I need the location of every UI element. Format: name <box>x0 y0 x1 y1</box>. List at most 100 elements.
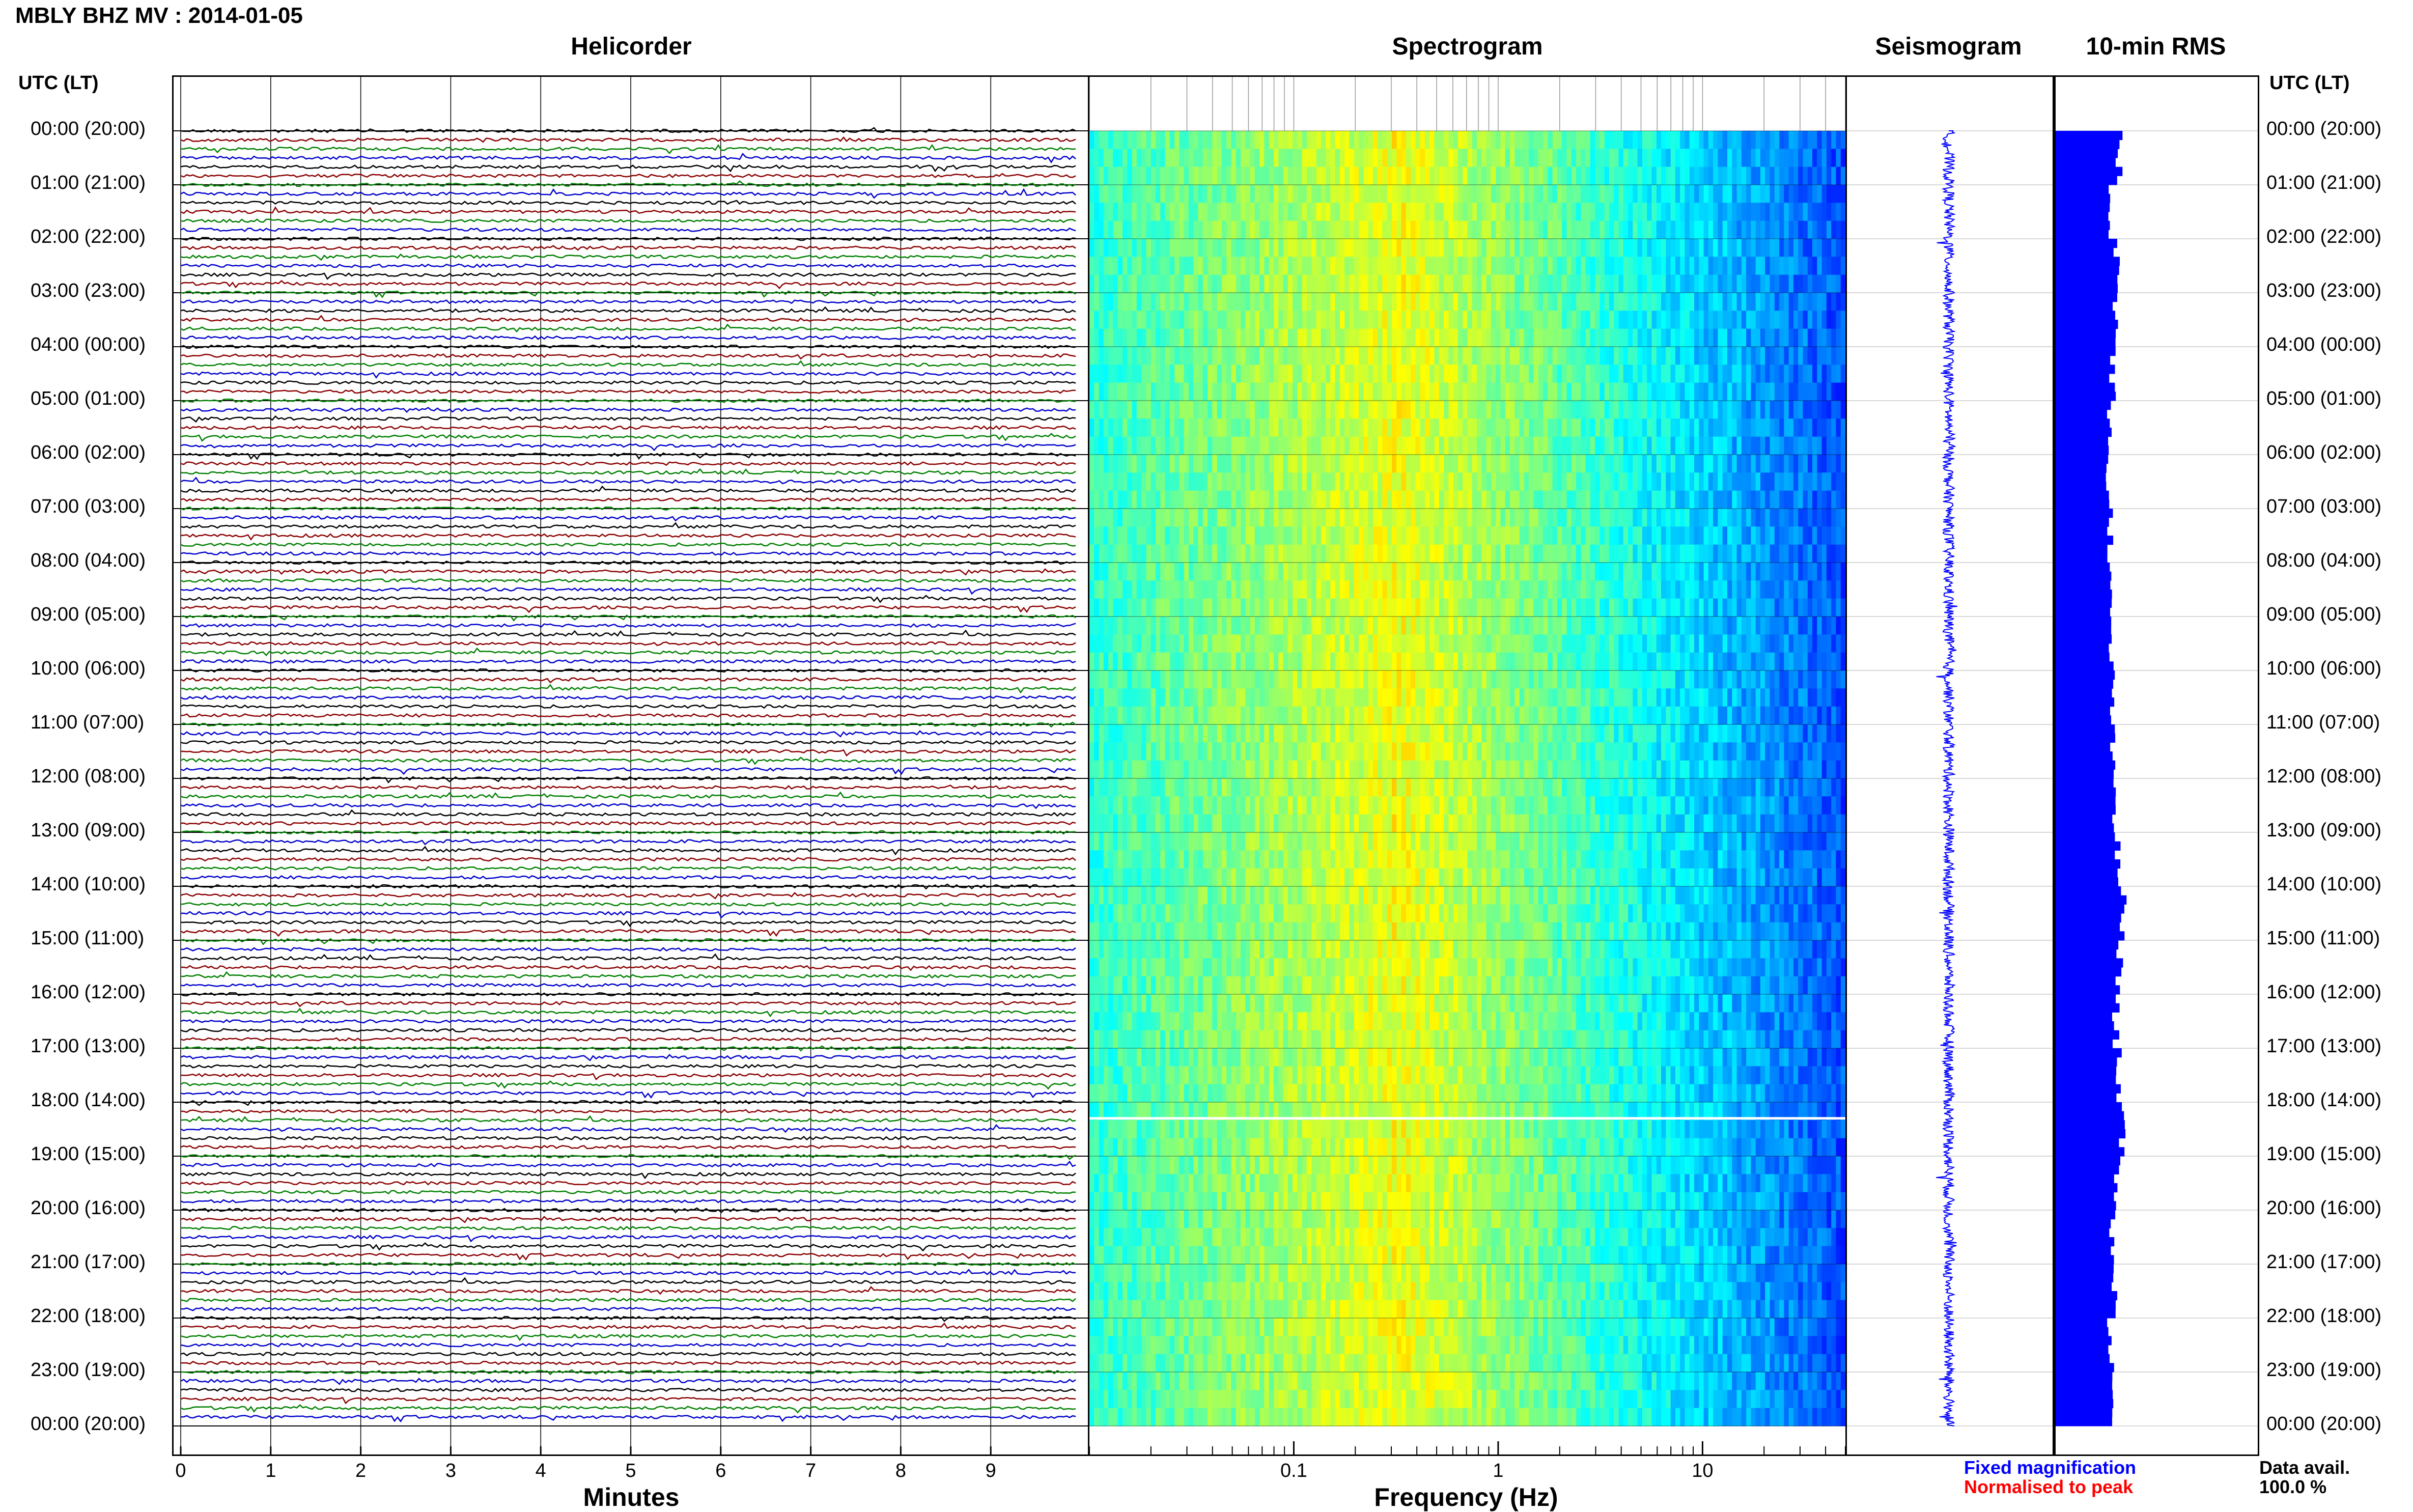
spectrogram-cell <box>1401 707 1407 725</box>
spectrogram-cell <box>1288 455 1293 473</box>
spectrogram-cell <box>1151 904 1156 922</box>
spectrogram-cell <box>1278 545 1283 563</box>
spectrogram-cell <box>1104 1246 1109 1265</box>
spectrogram-cell <box>1089 653 1095 671</box>
spectrogram-cell <box>1132 599 1137 617</box>
spectrogram-cell <box>1274 1030 1279 1049</box>
spectrogram-cell <box>1174 869 1180 887</box>
spectrogram-cell <box>1217 1120 1222 1138</box>
spectrogram-cell <box>1193 293 1198 311</box>
spectrogram-cell <box>1344 796 1350 815</box>
spectrogram-cell <box>1278 796 1283 815</box>
spectrogram-cell <box>1179 1228 1184 1246</box>
spectrogram-cell <box>1241 778 1246 797</box>
spectrogram-cell <box>1165 491 1170 509</box>
spectrogram-cell <box>1350 185 1355 203</box>
spectrogram-cell <box>1127 1012 1132 1030</box>
spectrogram-cell <box>1089 311 1095 329</box>
spectrogram-cell <box>1387 563 1392 581</box>
spectrogram-cell <box>1170 383 1175 401</box>
spectrogram-cell <box>1373 418 1378 437</box>
spectrogram-cell <box>1278 491 1283 509</box>
spectrogram-cell <box>1189 1372 1194 1390</box>
spectrogram-cell <box>1174 472 1180 491</box>
spectrogram-cell <box>1326 1372 1331 1390</box>
spectrogram-cell <box>1259 491 1265 509</box>
spectrogram-cell <box>1222 1012 1227 1030</box>
spectrogram-cell <box>1184 1372 1189 1390</box>
spectrogram-cell <box>1104 401 1109 419</box>
spectrogram-cell <box>1321 472 1326 491</box>
spectrogram-cell <box>1174 509 1180 527</box>
spectrogram-cell <box>1269 815 1274 833</box>
spectrogram-cell <box>1382 670 1387 689</box>
spectrogram-cell <box>1113 1354 1118 1373</box>
spectrogram-cell <box>1203 563 1208 581</box>
spectrogram-cell <box>1373 491 1378 509</box>
spectrogram-cell <box>1387 491 1392 509</box>
spectrogram-cell <box>1378 1138 1383 1157</box>
spectrogram-cell <box>1382 815 1387 833</box>
spectrogram-cell <box>1226 1120 1231 1138</box>
spectrogram-cell <box>1156 1048 1161 1067</box>
spectrogram-cell <box>1217 940 1222 959</box>
spectrogram-cell <box>1321 815 1326 833</box>
spectrogram-cell <box>1094 365 1099 383</box>
spectrogram-cell <box>1174 1210 1180 1228</box>
spectrogram-cell <box>1283 455 1288 473</box>
spectrogram-cell <box>1104 796 1109 815</box>
spectrogram-cell <box>1350 1030 1355 1049</box>
spectrogram-cell <box>1392 563 1397 581</box>
spectrogram-cell <box>1264 131 1269 149</box>
spectrogram-cell <box>1198 401 1203 419</box>
spectrogram-cell <box>1203 634 1208 653</box>
spectrogram-cell <box>1354 850 1359 869</box>
spectrogram-cell <box>1307 1012 1312 1030</box>
spectrogram-cell <box>1378 832 1383 851</box>
spectrogram-cell <box>1278 455 1283 473</box>
spectrogram-cell <box>1269 1336 1274 1354</box>
spectrogram-cell <box>1350 778 1355 797</box>
spectrogram-cell <box>1118 1192 1123 1211</box>
spectrogram-cell <box>1387 472 1392 491</box>
spectrogram-cell <box>1165 1354 1170 1373</box>
spectrogram-cell <box>1321 1012 1326 1030</box>
spectrogram-cell <box>1250 383 1255 401</box>
spectrogram-cell <box>1099 526 1104 545</box>
spectrogram-cell <box>1189 976 1194 995</box>
spectrogram-cell <box>1259 940 1265 959</box>
spectrogram-cell <box>1316 778 1322 797</box>
spectrogram-cell <box>1226 491 1231 509</box>
spectrogram-cell <box>1401 257 1407 275</box>
spectrogram-cell <box>1222 940 1227 959</box>
spectrogram-cell <box>1212 1066 1217 1084</box>
spectrogram-cell <box>1089 724 1095 743</box>
spectrogram-cell <box>1359 257 1364 275</box>
spectrogram-cell <box>1359 761 1364 779</box>
spectrogram-cell <box>1387 1210 1392 1228</box>
spectrogram-cell <box>1137 850 1142 869</box>
spectrogram-cell <box>1132 869 1137 887</box>
spectrogram-cell <box>1245 455 1250 473</box>
spectrogram-cell <box>1203 869 1208 887</box>
spectrogram-cell <box>1307 1408 1312 1426</box>
spectrogram-cell <box>1170 634 1175 653</box>
spectrogram-cell <box>1099 850 1104 869</box>
spectrogram-cell <box>1189 940 1194 959</box>
spectrogram-cell <box>1203 1156 1208 1174</box>
spectrogram-cell <box>1392 203 1397 221</box>
spectrogram-cell <box>1108 742 1113 761</box>
spectrogram-cell <box>1387 418 1392 437</box>
spectrogram-cell <box>1089 922 1095 941</box>
spectrogram-cell <box>1236 815 1241 833</box>
spectrogram-cell <box>1170 940 1175 959</box>
spectrogram-cell <box>1326 383 1331 401</box>
spectrogram-cell <box>1179 707 1184 725</box>
spectrogram-cell <box>1108 418 1113 437</box>
spectrogram-cell <box>1212 832 1217 851</box>
spectrogram-cell <box>1156 1264 1161 1282</box>
spectrogram-cell <box>1118 275 1123 293</box>
spectrogram-cell <box>1307 383 1312 401</box>
spectrogram-cell <box>1151 599 1156 617</box>
spectrogram-cell <box>1099 275 1104 293</box>
